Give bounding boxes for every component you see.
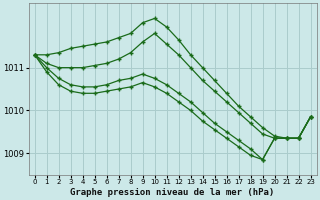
X-axis label: Graphe pression niveau de la mer (hPa): Graphe pression niveau de la mer (hPa): [70, 188, 275, 197]
